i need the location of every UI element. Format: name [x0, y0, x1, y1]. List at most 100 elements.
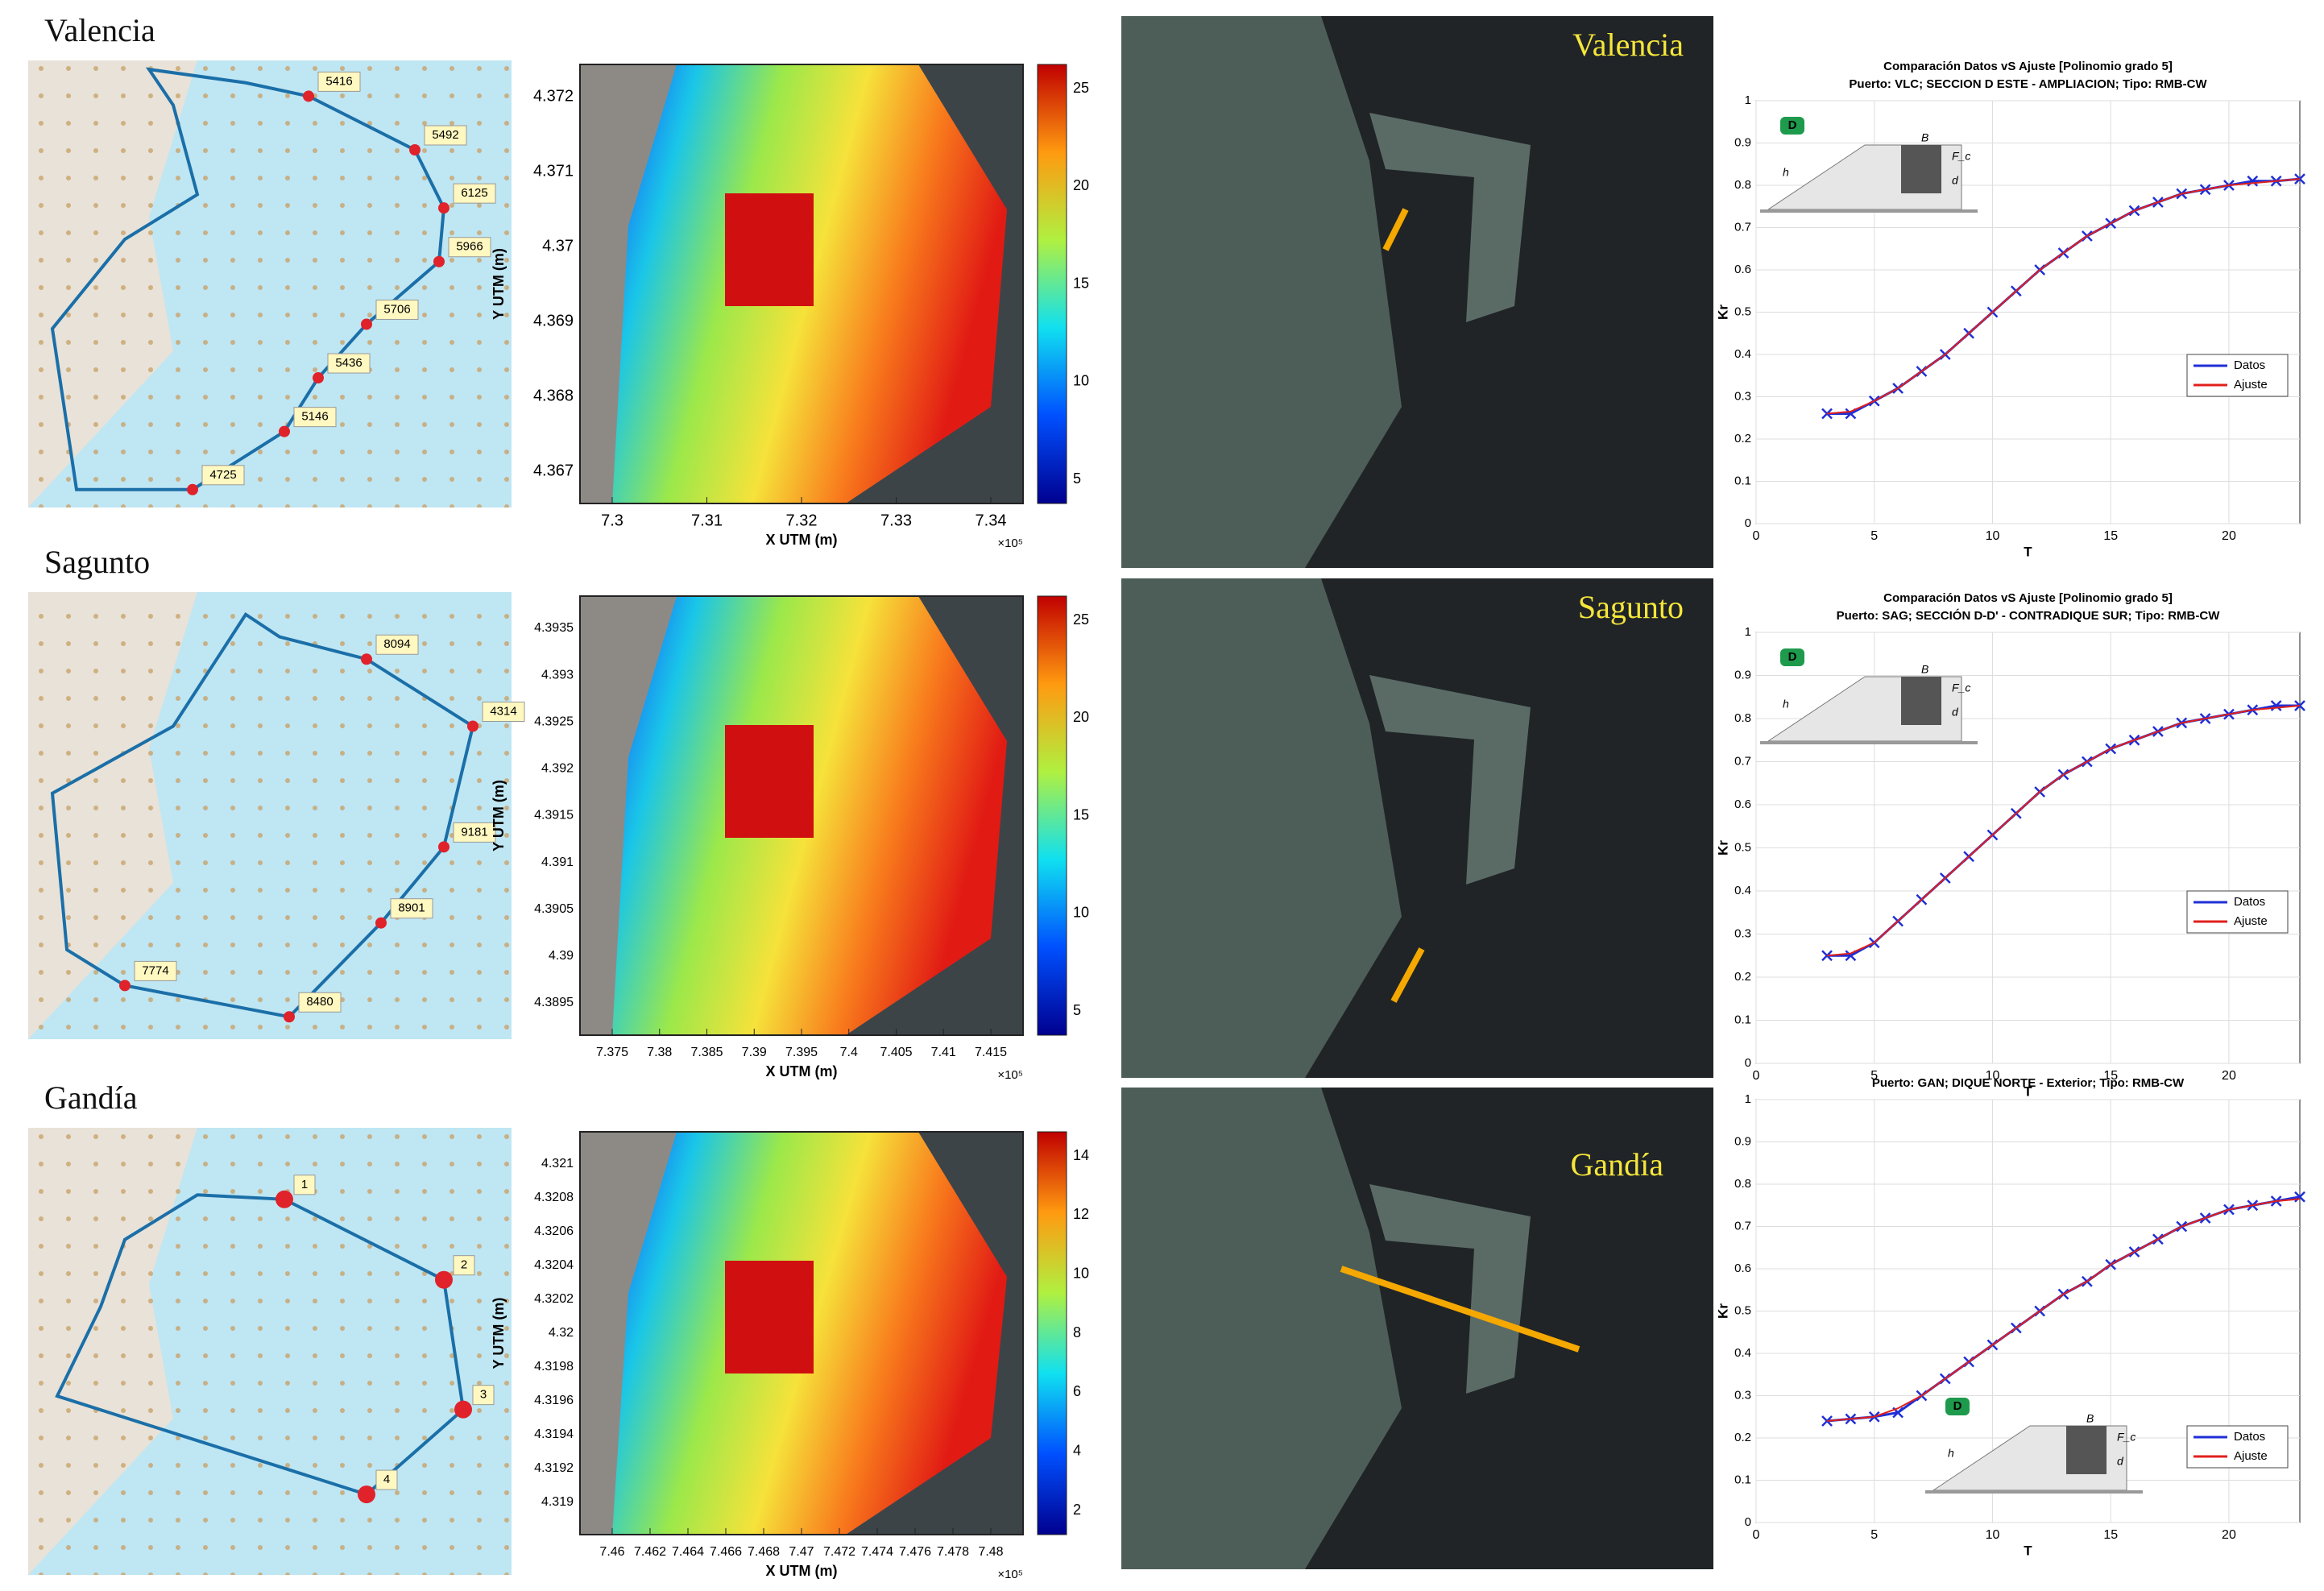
x-tick-label: 7.31 [691, 512, 723, 529]
y-tick-label: 0.8 [1734, 178, 1751, 192]
dark-map-label: Gandía [1570, 1146, 1663, 1183]
port-label: Sagunto [44, 544, 150, 580]
node-label: 3 [480, 1388, 487, 1402]
y-tick-label: 4.37 [542, 237, 574, 255]
map-grid [28, 592, 512, 1039]
y-tick-label: 4.3935 [534, 621, 574, 635]
breakwater-section [1382, 208, 1409, 251]
y-tick-label: 4.3192 [534, 1461, 574, 1475]
inset-label: h [1783, 166, 1789, 179]
x-tick-label: 10 [1986, 1528, 2000, 1542]
x-tick-label: 5 [1870, 1528, 1878, 1542]
node-label-box [472, 1385, 495, 1406]
colorbar-label: 15 [1073, 275, 1089, 291]
port-basin [725, 725, 814, 838]
y-tick-label: 0.1 [1734, 1013, 1751, 1026]
y-tick-label: 4.3915 [534, 809, 574, 822]
node-label: 5436 [335, 356, 362, 370]
x-tick-label: 7.34 [976, 512, 1007, 529]
map-node [433, 255, 445, 267]
colorbar-label: 6 [1073, 1383, 1081, 1399]
node-label: 2 [461, 1258, 467, 1272]
data-marker [2294, 1191, 2305, 1203]
node-label: 8901 [398, 901, 425, 915]
colorbar-label: 25 [1073, 611, 1089, 628]
inset-caisson [1901, 677, 1941, 725]
map-node [438, 202, 449, 214]
plot-title: Puerto: VLC; SECCION D ESTE - AMPLIACION… [1849, 77, 2207, 91]
node-label: 7774 [142, 963, 168, 977]
node-label: 5146 [301, 410, 328, 424]
y-tick-label: 0.8 [1734, 711, 1751, 725]
y-tick-label: 0.1 [1734, 1473, 1751, 1486]
y-tick-label: 4.3925 [534, 715, 574, 728]
dark-land [1121, 1088, 1402, 1569]
y-tick-label: 0.4 [1734, 884, 1751, 897]
x-tick-label: 15 [2103, 529, 2118, 543]
dark-land [1121, 578, 1402, 1078]
y-tick-label: 0.2 [1734, 970, 1751, 984]
node-label: 1 [301, 1178, 308, 1191]
inset-label: B [1921, 663, 1928, 676]
y-tick-label: 0.2 [1734, 1431, 1751, 1444]
port-label: Valencia [44, 12, 155, 48]
y-tick-label: 4.3202 [534, 1292, 574, 1306]
x-tick-label: 20 [2222, 1069, 2236, 1083]
y-tick-label: 0.2 [1734, 432, 1751, 445]
map-node [435, 1270, 453, 1289]
y-tick-label: 0.3 [1734, 926, 1751, 940]
y-tick-label: 4.3905 [534, 902, 574, 916]
colorbar-label: 15 [1073, 806, 1089, 822]
map-node [275, 1190, 293, 1208]
inset-label: F_c [1952, 150, 1970, 163]
x-tick-label: 7.405 [880, 1046, 912, 1059]
inset-label: d [1952, 174, 1959, 187]
map-node [358, 1485, 375, 1504]
node-label: 5966 [456, 240, 483, 254]
node-label-box [390, 898, 433, 919]
node-label-box [375, 634, 419, 655]
y-tick-label: 4.367 [533, 462, 574, 479]
legend-label: Datos [2234, 1430, 2265, 1444]
y-axis-label: Kr [1715, 305, 1730, 320]
node-label-box [482, 702, 525, 722]
y-tick-label: 4.369 [533, 312, 574, 329]
x-tick-label: 7.385 [690, 1046, 723, 1059]
y-tick-label: 0.7 [1734, 1219, 1751, 1233]
node-label: 9181 [461, 825, 487, 839]
legend-box [2186, 890, 2289, 934]
data-marker [1821, 408, 1833, 420]
inset-badge [1780, 117, 1804, 135]
map-grid [28, 1128, 512, 1575]
x-tick-label: 7.33 [880, 512, 912, 529]
colorbar-label: 14 [1073, 1147, 1089, 1163]
x-tick-label: 20 [2222, 529, 2236, 543]
x-tick-label: 7.476 [899, 1545, 931, 1559]
map-node [313, 372, 324, 384]
y-tick-label: 0 [1745, 1515, 1751, 1529]
y-tick-label: 4.321 [541, 1157, 574, 1170]
map-node [361, 653, 372, 665]
node-label-box [448, 237, 491, 258]
data-line [1826, 178, 2301, 415]
map-node [303, 90, 314, 102]
x-tick-label: 7.3 [601, 512, 623, 529]
y-tick-label: 0.3 [1734, 389, 1751, 403]
x-tick-label: 7.464 [672, 1545, 704, 1559]
node-label-box [293, 1175, 316, 1195]
y-tick-label: 0.6 [1734, 263, 1751, 276]
port-label: Gandía [44, 1079, 138, 1116]
y-tick-label: 0.9 [1734, 135, 1751, 149]
y-axis-label: Y UTM (m) [491, 780, 507, 851]
x-tick-label: 7.47 [789, 1545, 814, 1559]
node-label: 5706 [383, 302, 410, 316]
x-tick-label: 7.48 [978, 1545, 1003, 1559]
map-node [361, 318, 372, 330]
node-label: 4725 [209, 468, 236, 482]
colorbar-label: 25 [1073, 80, 1089, 96]
inset-badge [1780, 648, 1804, 666]
y-tick-label: 4.319 [541, 1495, 574, 1509]
legend-label: Ajuste [2234, 914, 2268, 928]
map-node [119, 980, 130, 992]
x-tick-label: 10 [1986, 529, 2000, 543]
